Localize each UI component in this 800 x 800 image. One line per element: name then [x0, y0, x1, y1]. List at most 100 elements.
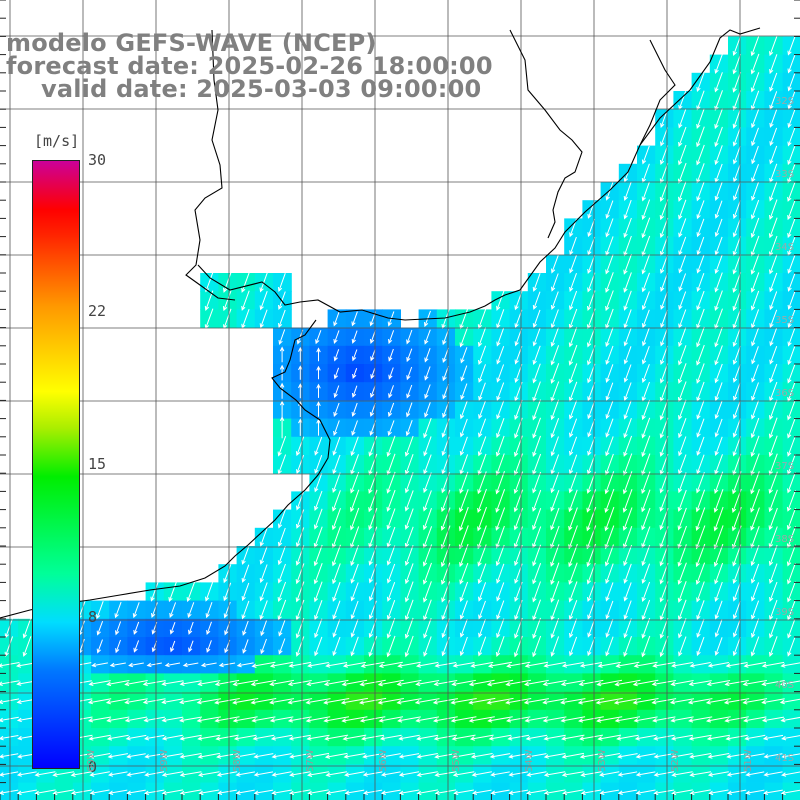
wind-arrow: [259, 564, 268, 584]
wind-arrow: [750, 526, 760, 549]
wind-arrow: [369, 330, 376, 344]
wind-arrow: [543, 661, 566, 668]
wind-arrow: [269, 698, 295, 705]
wind-arrow: [468, 679, 495, 687]
wind-arrow: [278, 638, 286, 655]
wind-arrow: [259, 309, 268, 329]
wind-arrow: [459, 489, 469, 513]
wind-arrow: [763, 771, 783, 777]
wind-arrow: [16, 771, 37, 777]
wind-arrow: [695, 525, 706, 550]
wind-arrow: [259, 291, 268, 311]
wind-arrow: [713, 543, 724, 568]
wind-arrow: [125, 734, 147, 741]
wind-arrow: [706, 734, 730, 741]
wind-arrow: [623, 400, 632, 420]
wind-arrow: [316, 365, 321, 380]
latitude-labels: 32S 33S 34S 35S 36S 37S 38S 39S 40S 41S: [775, 96, 794, 764]
wind-arrow: [671, 734, 693, 741]
wind-arrow: [386, 489, 396, 512]
wind-arrow: [677, 562, 687, 585]
wind-arrow: [532, 309, 541, 329]
wind-arrow: [342, 661, 366, 668]
wind-arrow: [133, 621, 140, 635]
wind-arrow: [550, 418, 560, 439]
wind-arrow: [179, 698, 203, 705]
wind-arrow: [368, 471, 378, 494]
wind-arrow: [22, 636, 32, 657]
wind-arrow: [168, 581, 177, 603]
wind-arrow: [216, 771, 238, 777]
wind-arrow: [416, 771, 438, 777]
wind-arrow: [323, 679, 349, 687]
wind-arrow: [605, 254, 614, 275]
wind-arrow: [532, 435, 541, 457]
wind-arrow: [751, 364, 759, 383]
wind-arrow: [361, 734, 385, 741]
wind-arrow: [769, 109, 778, 128]
wind-arrow: [416, 789, 438, 796]
wind-arrow: [332, 636, 341, 657]
colorbar-tick-30: 30: [88, 151, 107, 169]
wind-arrow: [623, 526, 633, 549]
wind-arrow: [424, 402, 431, 418]
wind-arrow: [105, 698, 130, 705]
wind-arrow: [314, 636, 323, 657]
wind-arrow: [477, 544, 487, 567]
wind-arrow: [532, 345, 541, 366]
wind-arrow: [506, 661, 531, 668]
wind-arrow: [578, 679, 604, 687]
wind-arrow: [671, 662, 693, 668]
wind-arrow: [344, 789, 365, 795]
wind-arrow: [641, 291, 650, 311]
wind-arrow: [787, 199, 796, 221]
wind-arrow: [780, 716, 800, 723]
wind-arrow: [406, 366, 413, 381]
wind-arrow: [298, 365, 303, 380]
wind-arrow: [695, 489, 706, 513]
wind-arrow: [696, 454, 705, 475]
wind-arrow: [459, 562, 469, 585]
wind-arrow: [751, 182, 759, 202]
wind-arrow: [151, 602, 158, 619]
wind-arrow: [16, 789, 37, 796]
wind-arrow: [713, 506, 724, 532]
wind-arrow: [179, 771, 202, 777]
wind-arrow: [605, 563, 614, 585]
wind-arrow: [324, 752, 348, 759]
wind-arrow: [641, 599, 651, 621]
wind-arrow: [298, 383, 303, 399]
wind-arrow: [568, 581, 578, 603]
wind-arrow: [388, 367, 394, 380]
wind-arrow: [641, 309, 650, 329]
lon-label: 56W: [378, 749, 389, 772]
wind-arrow: [313, 544, 323, 567]
wind-arrow: [386, 435, 396, 458]
wind-arrow: [368, 489, 378, 513]
wind-arrow: [787, 291, 796, 310]
wind-arrow: [780, 662, 800, 668]
wind-arrow: [579, 752, 603, 759]
wind-arrow: [696, 418, 705, 438]
wind-arrow: [641, 435, 651, 458]
wind-arrow: [214, 679, 240, 687]
wind-arrow: [144, 771, 165, 777]
wind-arrow: [769, 127, 778, 147]
wind-arrow: [769, 599, 778, 621]
wind-arrow: [696, 581, 705, 603]
wind-arrow: [250, 698, 277, 705]
wind-arrow: [124, 716, 148, 723]
wind-arrow: [295, 581, 305, 603]
wind-arrow: [396, 679, 422, 687]
wind-arrow: [0, 716, 19, 723]
wind-arrow: [597, 661, 621, 668]
wind-arrow: [370, 349, 376, 362]
wind-arrow: [222, 290, 232, 312]
wind-arrow: [714, 345, 723, 366]
wind-arrow: [342, 734, 367, 741]
wind-arrow: [405, 420, 413, 437]
coastline: [0, 27, 761, 619]
wind-arrow: [270, 734, 293, 741]
wind-arrow: [641, 635, 651, 658]
wind-arrow: [223, 582, 232, 602]
